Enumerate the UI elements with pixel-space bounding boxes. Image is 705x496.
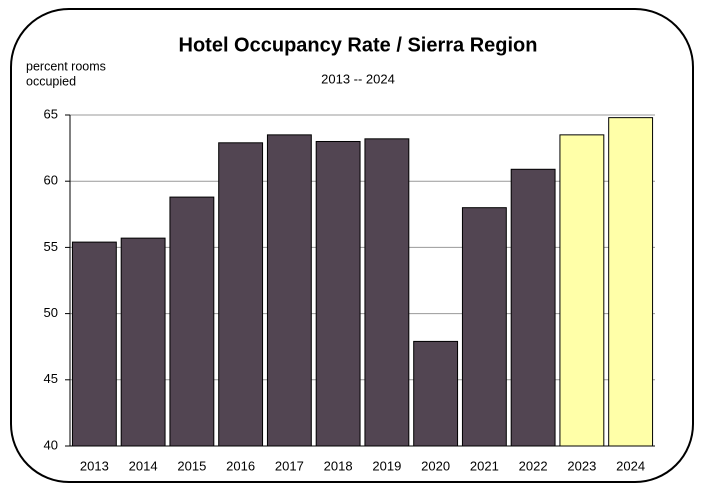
bar — [169, 196, 215, 447]
bar — [608, 117, 654, 447]
x-tick-label: 2022 — [519, 458, 548, 473]
x-tick-label: 2013 — [80, 458, 109, 473]
y-axis-label: percent rooms — [26, 59, 106, 73]
chart-subtitle: 2013 -- 2024 — [321, 71, 395, 86]
chart-title: Hotel Occupancy Rate / Sierra Region — [179, 34, 538, 56]
y-tick-label: 65 — [44, 106, 58, 121]
x-tick-label: 2023 — [567, 458, 596, 473]
bar — [218, 142, 264, 447]
x-tick-label: 2018 — [324, 458, 353, 473]
x-tick-label: 2020 — [421, 458, 450, 473]
x-tick-label: 2017 — [275, 458, 304, 473]
x-tick-label: 2016 — [226, 458, 255, 473]
x-tick-label: 2024 — [616, 458, 645, 473]
y-tick-label: 50 — [44, 305, 58, 320]
y-tick-label: 40 — [44, 437, 58, 452]
x-tick-label: 2014 — [129, 458, 158, 473]
y-tick-label: 60 — [44, 173, 58, 188]
x-tick-label: 2021 — [470, 458, 499, 473]
y-tick-label: 45 — [44, 371, 58, 386]
bar — [315, 140, 361, 447]
x-tick-label: 2019 — [372, 458, 401, 473]
bar — [413, 340, 459, 447]
x-tick-label: 2015 — [177, 458, 206, 473]
bar — [266, 134, 312, 447]
bar — [120, 237, 166, 447]
bar — [364, 138, 410, 447]
bar — [461, 207, 507, 447]
y-tick-label: 55 — [44, 239, 58, 254]
y-axis-label: occupied — [26, 74, 76, 88]
bar — [71, 241, 117, 447]
bar — [510, 168, 556, 447]
bar — [559, 134, 605, 447]
